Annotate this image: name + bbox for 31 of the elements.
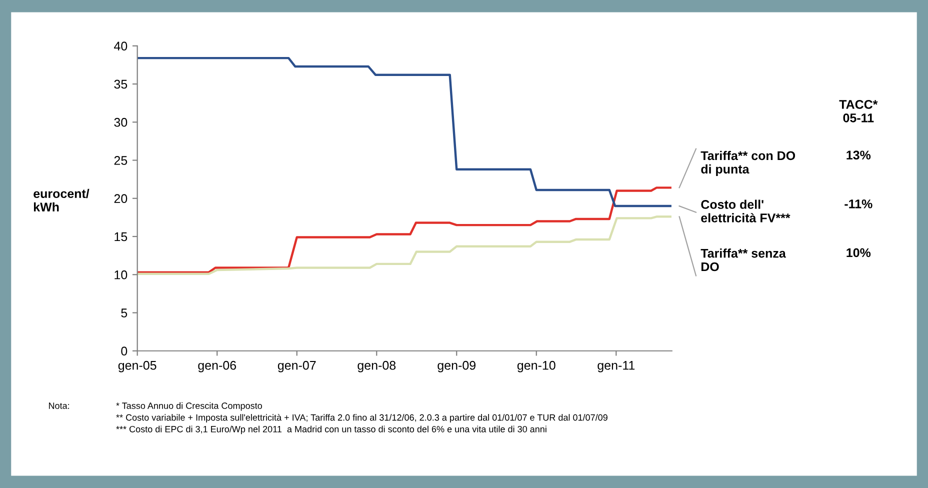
y-tick-label: 15 [114,232,128,242]
line-series [137,186,672,274]
text: *** Costo di EPC di 3,1 Euro/Wp nel 2011 a Madrid con un tasso di sconto del 6% e una vita utile di 30 anni [116,426,546,434]
text: ** Costo variabile + Imposta sull'elettricità + IVA; Tariffa 2.0 fino al 31/12/06, 2.0.3 a partire dal 01/01/07 e TUR dal 01/07/09 [116,414,608,422]
x-tick-label: gen-09 [438,360,476,372]
x-tick-label: gen-07 [278,360,316,372]
x-tick-label: gen-10 [517,360,556,372]
y-tick-label: 40 [114,42,128,51]
y-tick-label: 30 [114,118,128,127]
text: Tariffa** con DO di punta [700,150,796,176]
line-series [137,56,672,208]
line-series [137,216,672,275]
y-tick-label: 10 [114,270,128,280]
y-tick-label: 25 [114,156,128,165]
text: -11% [844,199,872,208]
y-tick-label: 5 [121,308,128,318]
text: * Tasso Annuo di Crescita Composto [116,402,262,411]
y-tick-label: 0 [121,346,128,356]
text: Nota: [48,402,70,409]
x-tick-label: gen-08 [358,360,396,372]
text: 13% [846,150,871,160]
text: Tariffa** senza DO [700,248,786,272]
x-tick-label: gen-06 [198,360,236,372]
y-tick-label: 35 [114,80,128,89]
text: 10% [846,248,871,258]
text: Costo dell' elettricità FV*** [701,200,790,222]
text: TACC* 05-11 [839,100,878,122]
y-axis-title: eurocent/ kWh [34,188,90,212]
x-tick-label: gen-05 [118,360,156,372]
y-tick-label: 20 [114,194,128,204]
x-tick-label: gen-11 [598,361,635,372]
